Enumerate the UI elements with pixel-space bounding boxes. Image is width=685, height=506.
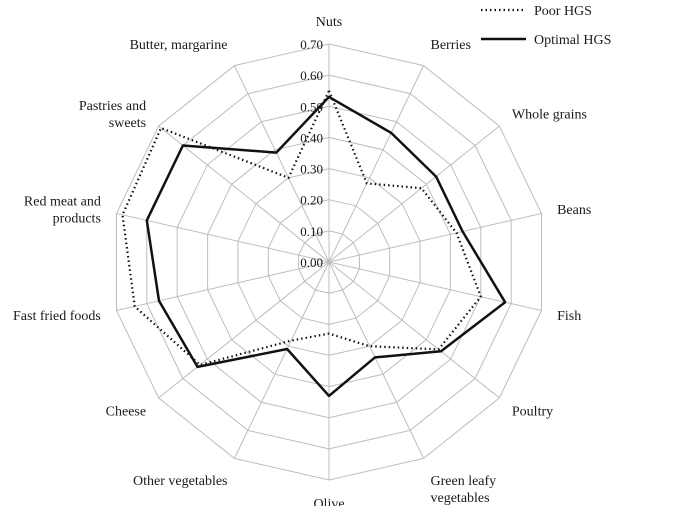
spoke-whole-grains — [328, 125, 500, 263]
tick-label: 0.50 — [300, 99, 323, 114]
radar-series — [121, 89, 507, 398]
category-label-beans: Beans — [557, 203, 591, 218]
spoke-pastries-and-sweets — [158, 125, 330, 263]
category-label-other-vegetables: Other vegetables — [133, 474, 227, 489]
category-label-butter-margarine: Butter, margarine — [130, 38, 228, 53]
spoke-other-vegetables — [233, 261, 330, 459]
category-label-olive: Olive — [313, 497, 344, 506]
spoke-red-meat-and-products — [116, 213, 330, 263]
series-poor-hgs — [121, 89, 482, 366]
category-label-green-leafy-vegetables: Green leafy vegetables — [431, 474, 497, 506]
legend-label-optimal-hgs: Optimal HGS — [534, 33, 611, 48]
category-label-whole-grains: Whole grains — [512, 108, 587, 123]
legend-label-poor-hgs: Poor HGS — [534, 4, 592, 19]
category-label-fish: Fish — [557, 309, 581, 324]
category-label-red-meat-and-products: Red meat and products — [24, 195, 101, 227]
tick-label: 0.20 — [300, 193, 323, 208]
spoke-fast-fried-foods — [116, 261, 330, 311]
category-label-nuts: Nuts — [316, 15, 342, 30]
tick-label: 0.10 — [300, 224, 323, 239]
tick-label: 0.60 — [300, 68, 323, 83]
spoke-poultry — [328, 261, 500, 399]
spoke-green-leafy-vegetables — [328, 261, 425, 459]
tick-label: 0.40 — [300, 130, 323, 145]
legend-item-poor-hgs: Poor HGS — [481, 4, 592, 19]
category-label-cheese: Cheese — [106, 404, 146, 419]
category-label-berries: Berries — [431, 38, 471, 53]
legend: Poor HGS Optimal HGS — [481, 4, 611, 48]
tick-label: 0.00 — [300, 255, 323, 270]
spoke-berries — [328, 65, 425, 263]
category-label-poultry: Poultry — [512, 404, 553, 419]
category-labels: Nuts Berries Whole grains Beans Fish Poultry G… — [13, 15, 591, 506]
spoke-butter-margarine — [233, 65, 330, 263]
spoke-fish — [328, 261, 542, 311]
radar-grid — [116, 43, 542, 481]
category-label-pastries-and-sweets: Pastries and sweets — [79, 99, 146, 131]
spoke-beans — [328, 213, 542, 263]
tick-label: 0.70 — [300, 37, 323, 52]
spoke-cheese — [158, 261, 330, 399]
radial-axis-ticks: 0.00 0.10 0.20 0.30 0.40 0.50 0.60 0.70 — [300, 37, 323, 270]
series-optimal-hgs — [145, 95, 507, 398]
legend-item-optimal-hgs: Optimal HGS — [481, 33, 611, 48]
category-label-fast-fried-foods: Fast fried foods — [13, 309, 101, 324]
tick-label: 0.30 — [300, 162, 323, 177]
